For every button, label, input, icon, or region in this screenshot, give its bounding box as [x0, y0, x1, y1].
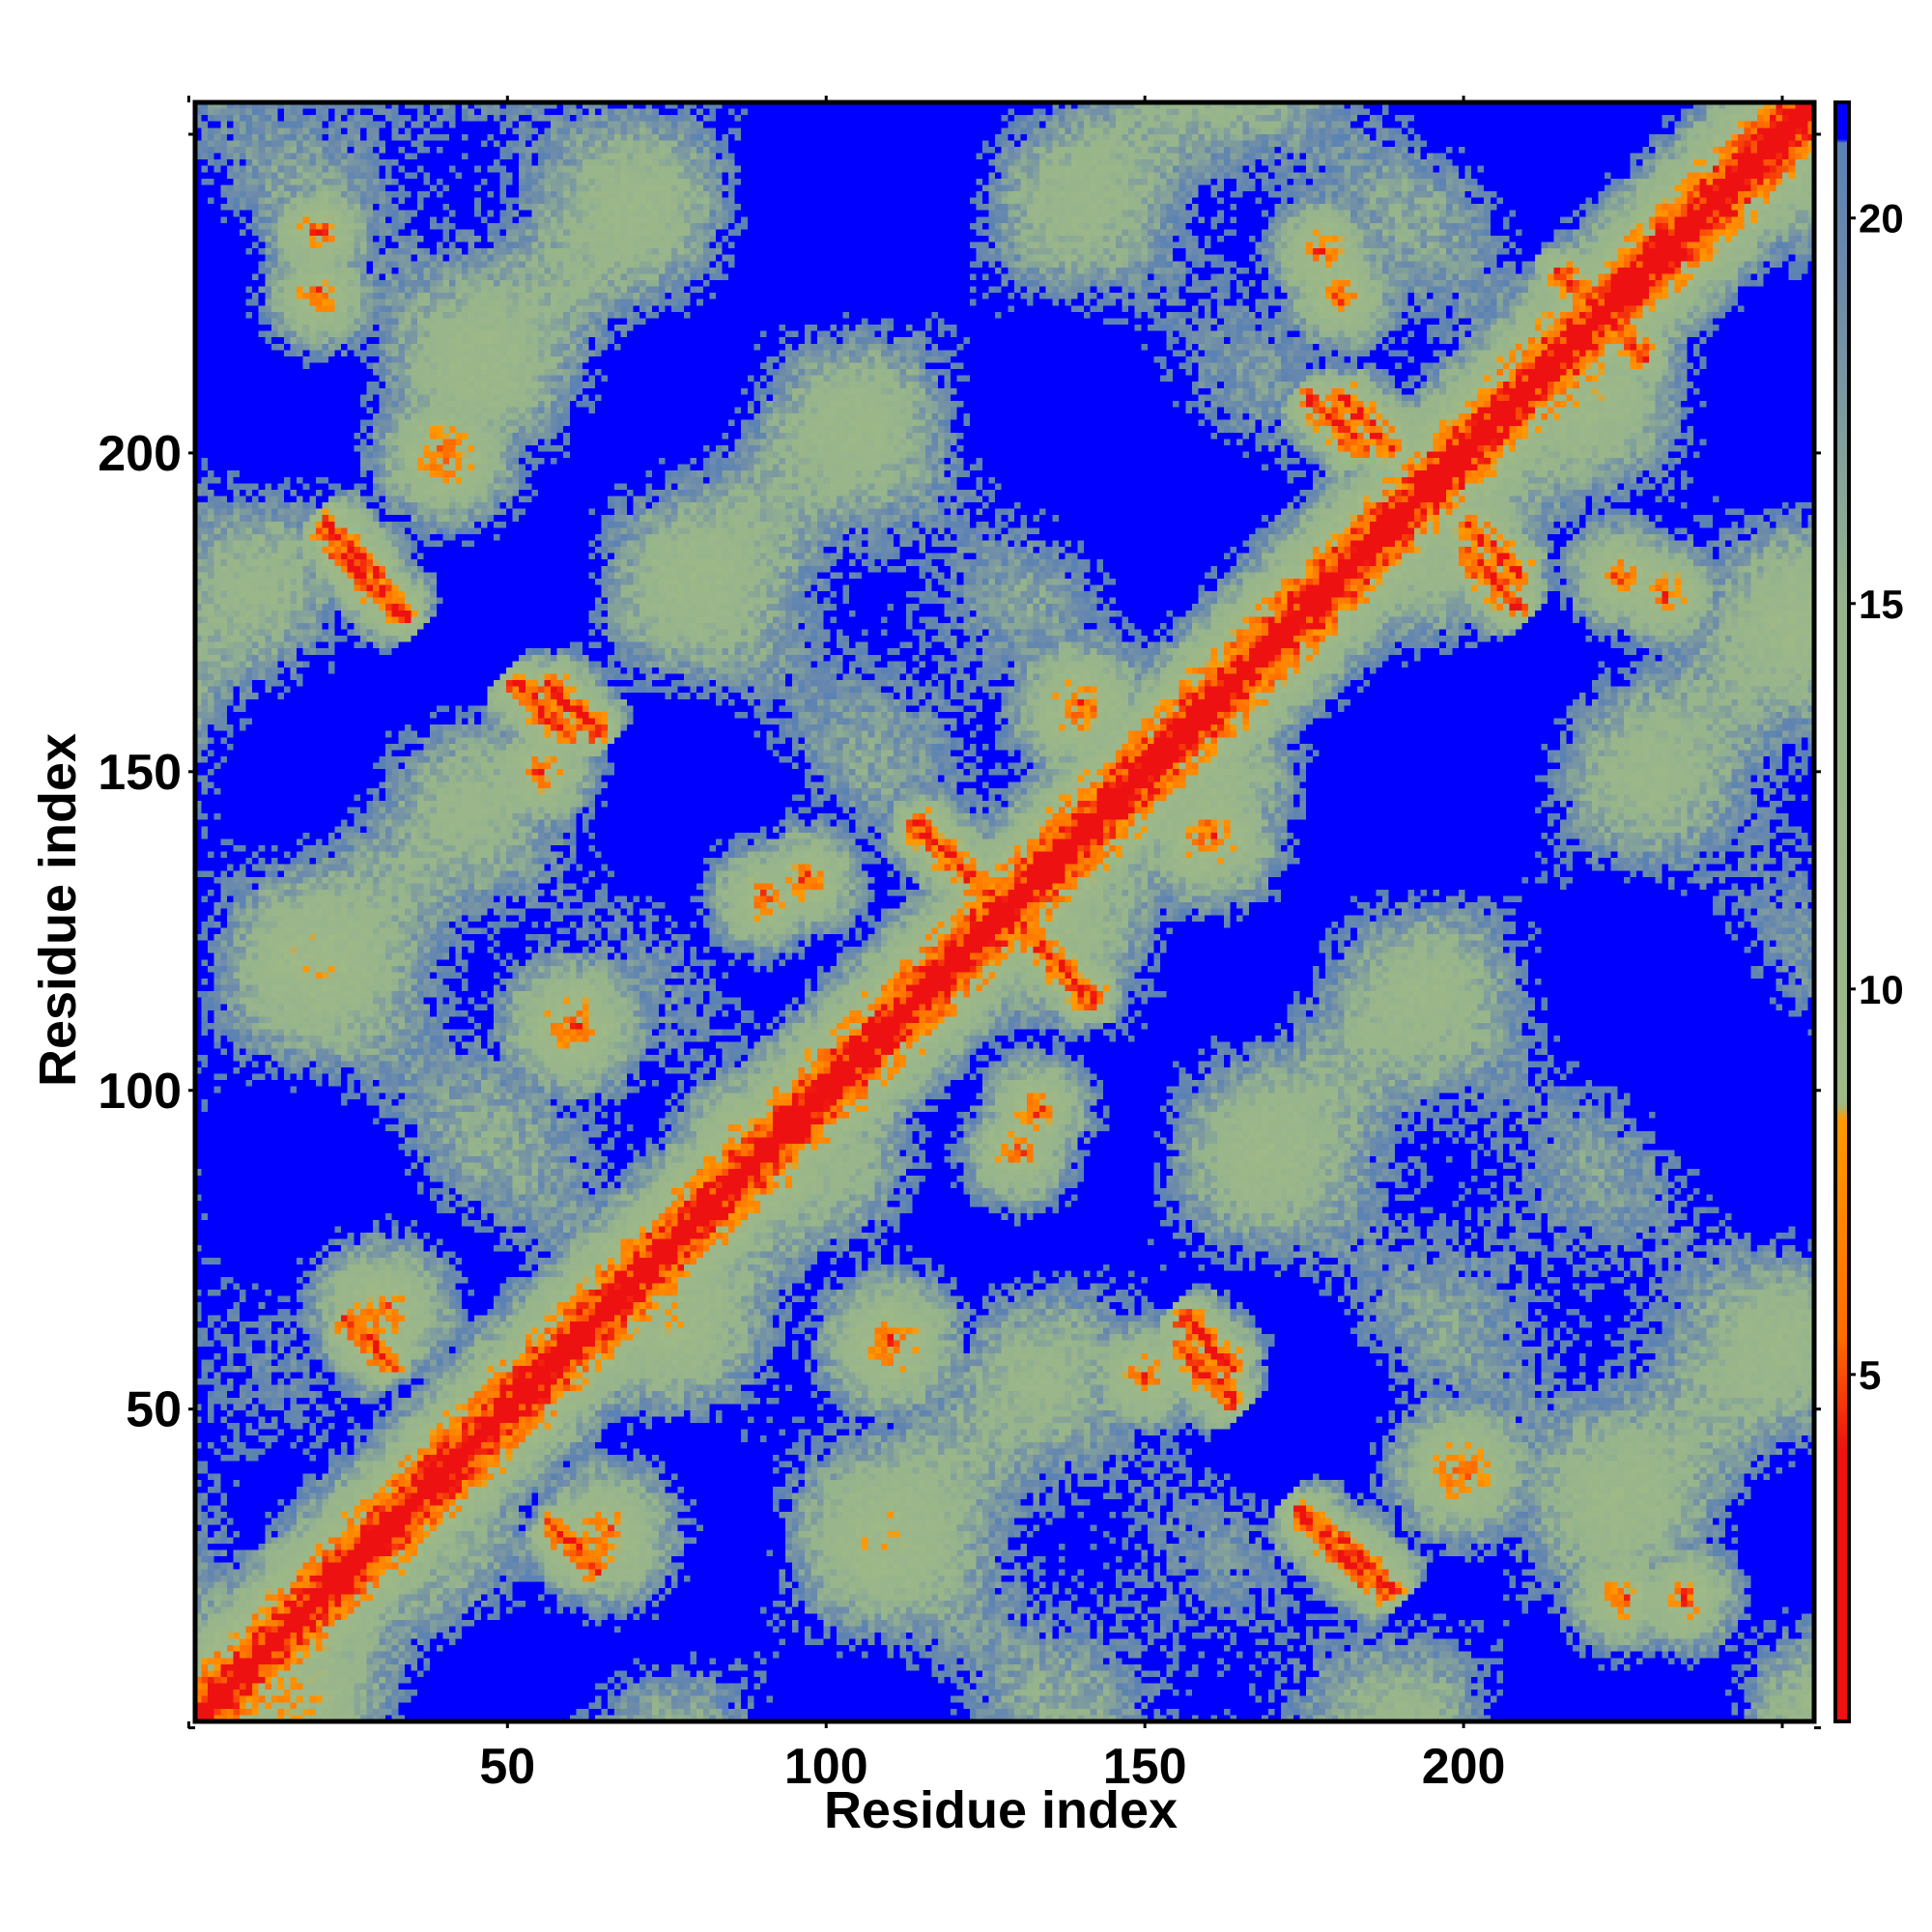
colorbar-frame: [1833, 100, 1851, 1723]
y-tick-label: 50: [126, 1382, 182, 1438]
heatmap-grid: [195, 102, 1814, 1721]
plot-frame: [192, 99, 1817, 1724]
x-tick-label: 100: [784, 1739, 868, 1795]
y-axis-title: Residue index: [29, 733, 87, 1087]
x-axis: 50 100 150 200: [186, 96, 1784, 1795]
y-axis: 50 100 150 200: [98, 132, 1821, 1730]
x-tick-label: 200: [1422, 1739, 1506, 1795]
colorbar-axis: 5 10 15 20: [1849, 196, 1904, 1398]
colorbar-tick-label: 10: [1859, 967, 1904, 1012]
colorbar-gradient: [1835, 102, 1849, 1721]
y-tick-label: 150: [98, 745, 182, 801]
colorbar-tick-label: 15: [1859, 582, 1904, 627]
y-tick-label: 200: [98, 426, 182, 482]
x-tick-label: 50: [479, 1739, 535, 1795]
x-tick-label: 150: [1103, 1739, 1187, 1795]
colorbar-tick-label: 5: [1859, 1352, 1881, 1398]
x-axis-title: Residue index: [824, 1781, 1178, 1839]
y-tick-label: 100: [98, 1064, 182, 1120]
colorbar-tick-label: 20: [1859, 196, 1904, 242]
